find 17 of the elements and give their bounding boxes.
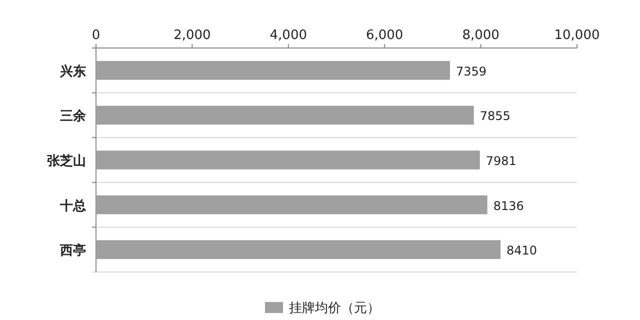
x-tick-label: 10,000 [554,28,600,43]
x-tick-label: 4,000 [270,28,308,43]
y-tick-label: 兴东 [59,63,86,80]
x-tick-label: 0 [92,28,100,43]
data-label: 8410 [506,244,538,258]
y-tick-label: 三余 [60,109,87,124]
y-tick-label: 十总 [59,198,87,214]
x-tick-label: 6,000 [366,28,404,43]
data-label: 7855 [480,109,510,124]
x-tick-label: 8,000 [462,28,500,43]
data-label: 8136 [493,198,524,213]
y-tick-label: 张芝山 [47,154,86,169]
data-label: 7981 [486,154,516,168]
x-tick-label: 2,000 [174,28,211,43]
data-label: 7359 [456,64,487,78]
legend-label: 挂牌均价（元） [289,301,380,316]
y-tick-label: 西亭 [59,242,86,259]
